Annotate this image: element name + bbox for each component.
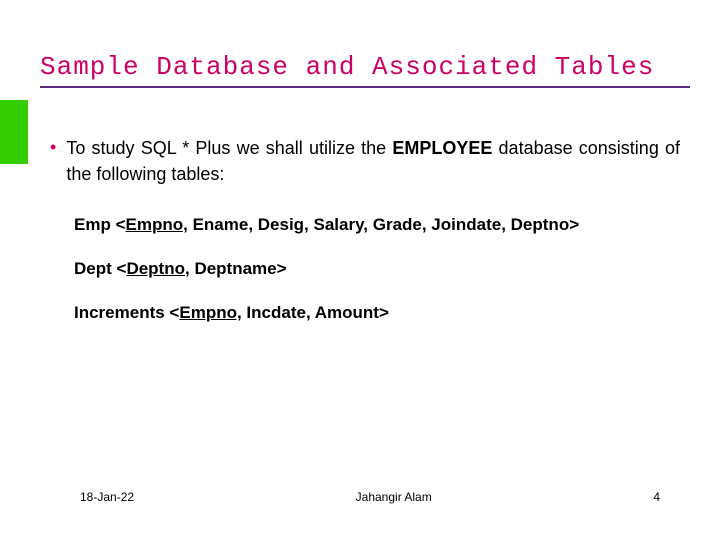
footer-author: Jahangir Alam: [356, 490, 432, 504]
bullet-bold: EMPLOYEE: [392, 138, 492, 158]
schema-line: Dept <Deptno, Deptname>: [74, 259, 680, 279]
slide-body: • To study SQL * Plus we shall utilize t…: [50, 135, 680, 347]
schema-rest: Deptname>: [190, 259, 287, 278]
bullet-item: • To study SQL * Plus we shall utilize t…: [50, 135, 680, 187]
slide-title: Sample Database and Associated Tables: [40, 52, 690, 88]
schema-rest: Ename, Desig, Salary, Grade, Joindate, D…: [188, 215, 579, 234]
footer-page: 4: [653, 490, 660, 504]
schema-name: Emp: [74, 215, 111, 234]
schema-line: Increments <Empno, Incdate, Amount>: [74, 303, 680, 323]
schema-pk: Deptno,: [126, 259, 189, 278]
schema-pk: Empno,: [179, 303, 241, 322]
schema-rest: Incdate, Amount>: [242, 303, 389, 322]
schema-block: Emp <Empno, Ename, Desig, Salary, Grade,…: [74, 215, 680, 323]
schema-name: Increments: [74, 303, 165, 322]
slide: Sample Database and Associated Tables • …: [0, 0, 720, 540]
bullet-marker: •: [50, 135, 56, 159]
bullet-pre: To study SQL * Plus we shall utilize the: [66, 138, 392, 158]
schema-line: Emp <Empno, Ename, Desig, Salary, Grade,…: [74, 215, 680, 235]
bullet-text: To study SQL * Plus we shall utilize the…: [66, 135, 680, 187]
accent-bar: [0, 100, 28, 164]
schema-pk: Empno,: [126, 215, 188, 234]
schema-name: Dept: [74, 259, 112, 278]
slide-footer: 18-Jan-22 Jahangir Alam 4: [80, 490, 660, 504]
footer-date: 18-Jan-22: [80, 490, 134, 504]
